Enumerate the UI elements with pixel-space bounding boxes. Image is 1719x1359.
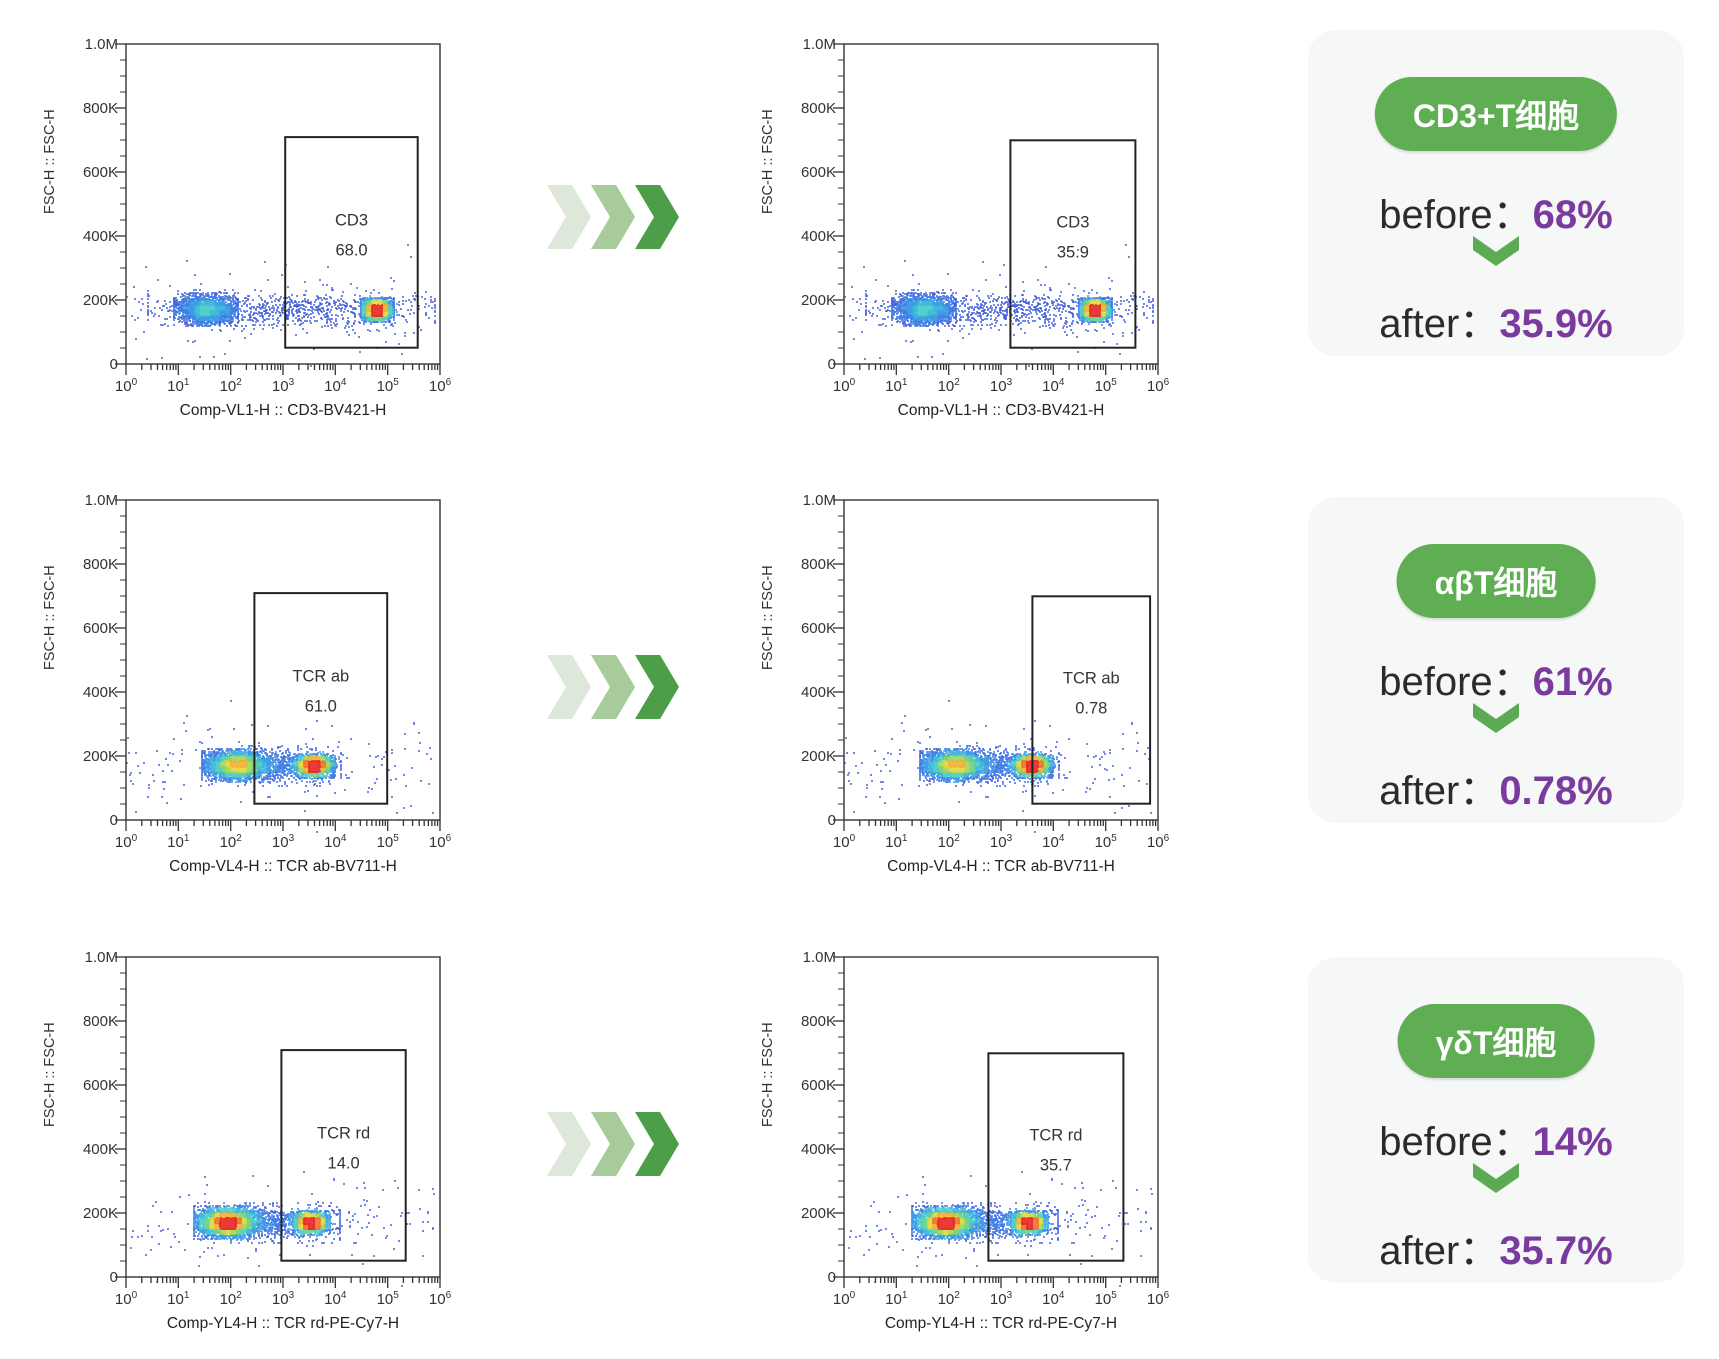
svg-text:35.7: 35.7 — [1040, 1156, 1072, 1174]
svg-text:0.78: 0.78 — [1075, 699, 1107, 717]
svg-text:TCR ab: TCR ab — [292, 668, 349, 686]
svg-text:61.0: 61.0 — [305, 698, 337, 716]
svg-text:CD3: CD3 — [335, 212, 368, 230]
svg-text:TCR rd: TCR rd — [317, 1125, 370, 1143]
svg-text:35.9: 35.9 — [1057, 243, 1089, 261]
svg-text:14.0: 14.0 — [328, 1155, 360, 1173]
svg-text:TCR rd: TCR rd — [1029, 1126, 1082, 1144]
svg-text:68.0: 68.0 — [335, 242, 367, 260]
svg-text:TCR ab: TCR ab — [1063, 669, 1120, 687]
svg-text:CD3: CD3 — [1056, 213, 1089, 231]
